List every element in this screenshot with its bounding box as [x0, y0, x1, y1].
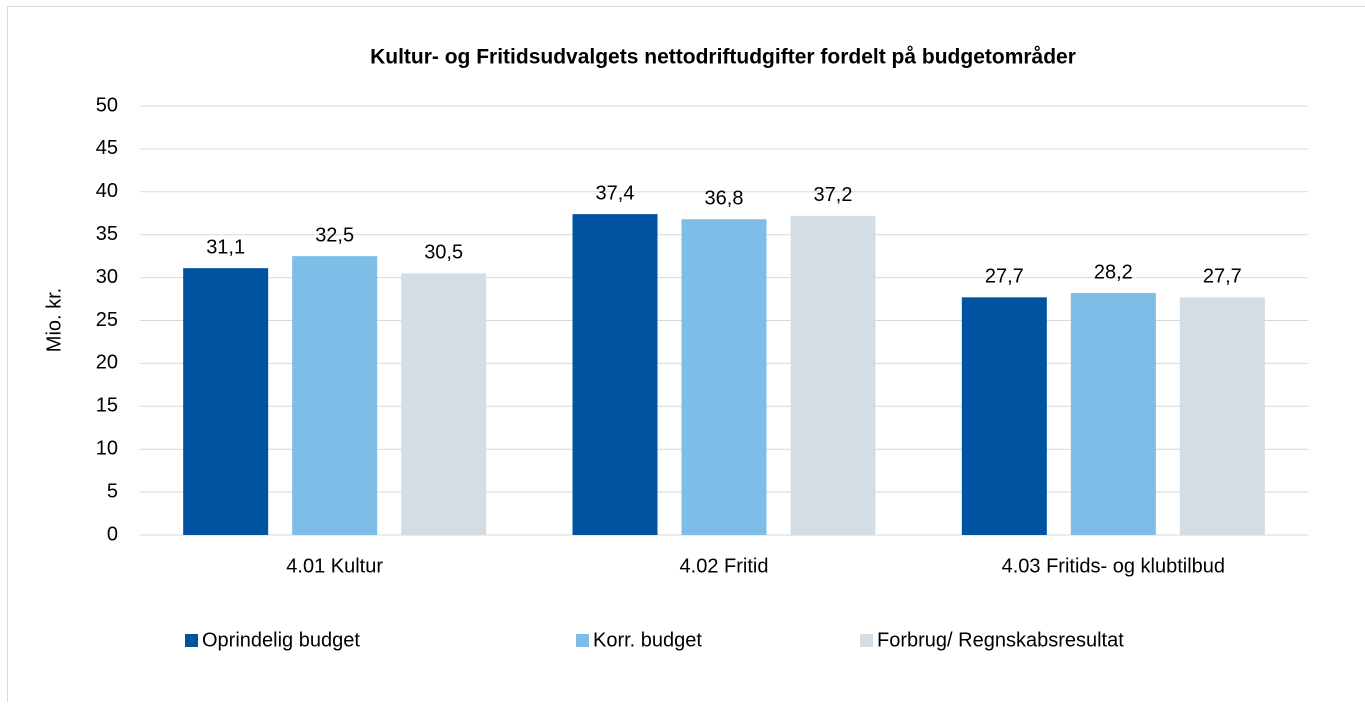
y-tick-label: 20	[96, 352, 118, 374]
x-tick-label: 4.01 Kultur	[286, 555, 383, 577]
data-label: 27,7	[985, 266, 1024, 288]
legend-label: Oprindelig budget	[202, 629, 360, 651]
y-tick-label: 50	[96, 94, 118, 116]
y-tick-label: 10	[96, 437, 118, 459]
y-tick-label: 30	[96, 266, 118, 288]
data-label: 32,5	[315, 224, 354, 246]
bar	[183, 268, 268, 535]
data-label: 30,5	[424, 242, 463, 264]
y-tick-label: 25	[96, 309, 118, 331]
y-tick-label: 35	[96, 223, 118, 245]
legend-label: Forbrug/ Regnskabsresultat	[877, 629, 1124, 651]
legend-swatch	[185, 634, 198, 647]
data-label: 37,2	[814, 184, 853, 206]
y-tick-label: 5	[107, 480, 118, 502]
bar	[1071, 293, 1156, 535]
bar	[682, 219, 767, 535]
chart-title: Kultur- og Fritidsudvalgets nettodriftud…	[370, 46, 1076, 69]
bar	[573, 214, 658, 535]
bar	[292, 256, 377, 535]
y-tick-label: 40	[96, 180, 118, 202]
x-tick-label: 4.03 Fritids- og klubtilbud	[1002, 555, 1225, 577]
data-label: 31,1	[206, 236, 245, 258]
x-tick-label: 4.02 Fritid	[680, 555, 769, 577]
y-tick-label: 45	[96, 137, 118, 159]
legend-swatch	[860, 634, 873, 647]
bar	[1180, 297, 1265, 535]
legend-swatch	[576, 634, 589, 647]
y-tick-label: 0	[107, 523, 118, 545]
y-tick-label: 15	[96, 395, 118, 417]
data-label: 36,8	[705, 188, 744, 210]
data-label: 27,7	[1203, 266, 1242, 288]
bar	[401, 273, 486, 535]
legend-label: Korr. budget	[593, 629, 702, 651]
bar	[791, 216, 876, 535]
data-label: 37,4	[596, 182, 635, 204]
bar	[962, 297, 1047, 535]
y-axis-label: Mio. kr.	[43, 288, 65, 352]
data-label: 28,2	[1094, 261, 1133, 283]
